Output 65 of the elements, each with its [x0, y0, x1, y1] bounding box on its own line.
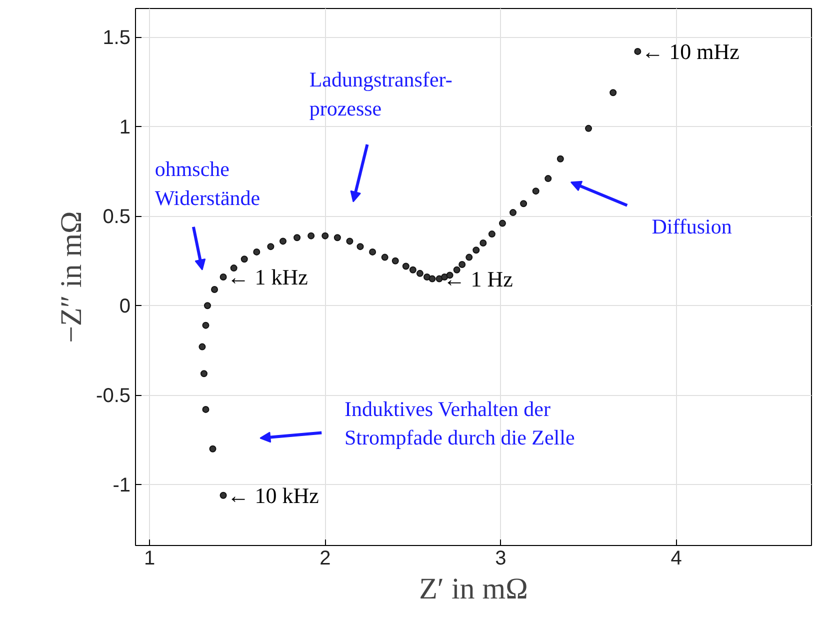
point	[230, 264, 238, 272]
point	[220, 274, 227, 280]
point	[279, 238, 286, 245]
point	[634, 48, 642, 55]
point	[423, 274, 430, 280]
annotation: Diffusion	[652, 214, 732, 238]
point	[202, 322, 210, 329]
annotation: Ladungstransfer- prozesse	[309, 68, 452, 120]
point	[253, 248, 260, 256]
point	[209, 445, 216, 452]
point	[334, 234, 341, 242]
point	[532, 188, 540, 195]
point	[200, 370, 208, 378]
point	[204, 302, 211, 310]
x-tick-label: 3	[495, 548, 506, 570]
point	[409, 266, 416, 274]
point	[211, 286, 218, 294]
point	[267, 243, 274, 250]
annotation: ← 1 kHz	[227, 264, 308, 290]
point	[220, 492, 227, 499]
y-tick-label: 0	[119, 296, 130, 318]
point	[202, 406, 210, 413]
annotation: ← 1 Hz	[443, 266, 514, 292]
point	[472, 246, 480, 254]
point	[585, 124, 592, 132]
point	[428, 275, 436, 282]
point	[520, 200, 528, 208]
point	[466, 254, 473, 261]
y-tick-label: 1.5	[102, 27, 131, 50]
point	[510, 209, 517, 216]
point	[556, 155, 564, 162]
point	[480, 239, 487, 246]
point	[294, 234, 301, 242]
point	[322, 232, 329, 240]
annotation: ← 10 mHz	[642, 38, 740, 64]
point	[446, 272, 454, 279]
point	[369, 248, 376, 256]
point	[381, 254, 388, 261]
point	[453, 266, 460, 274]
x-tick-label: 1	[144, 548, 156, 570]
annotation: ohmsche Widerstände	[154, 157, 260, 210]
annotation: ← 10 kHz	[227, 482, 320, 508]
point	[610, 89, 617, 96]
point	[356, 243, 364, 250]
x-tick-label: 2	[320, 548, 331, 570]
point	[458, 260, 466, 268]
y-tick-label: 0.5	[102, 206, 131, 228]
x-tick-label: 4	[670, 548, 682, 570]
point	[240, 256, 248, 263]
annotation: Induktives Verhalten der Strompfade durch die Zelle	[344, 396, 575, 450]
point	[498, 220, 506, 227]
point	[402, 262, 410, 270]
x-axis-title: Z′ in mΩ	[419, 572, 528, 606]
point	[488, 230, 496, 238]
y-tick-label: 1	[119, 116, 130, 139]
point	[392, 257, 399, 264]
point	[308, 232, 315, 240]
point	[198, 343, 206, 350]
y-tick-label: -0.5	[96, 385, 131, 408]
point	[346, 238, 354, 245]
y-axis-title: −Z″ in mΩ	[55, 211, 88, 343]
point	[544, 175, 552, 182]
point	[416, 270, 424, 277]
point	[441, 274, 448, 280]
y-tick-label: -1	[112, 474, 131, 497]
